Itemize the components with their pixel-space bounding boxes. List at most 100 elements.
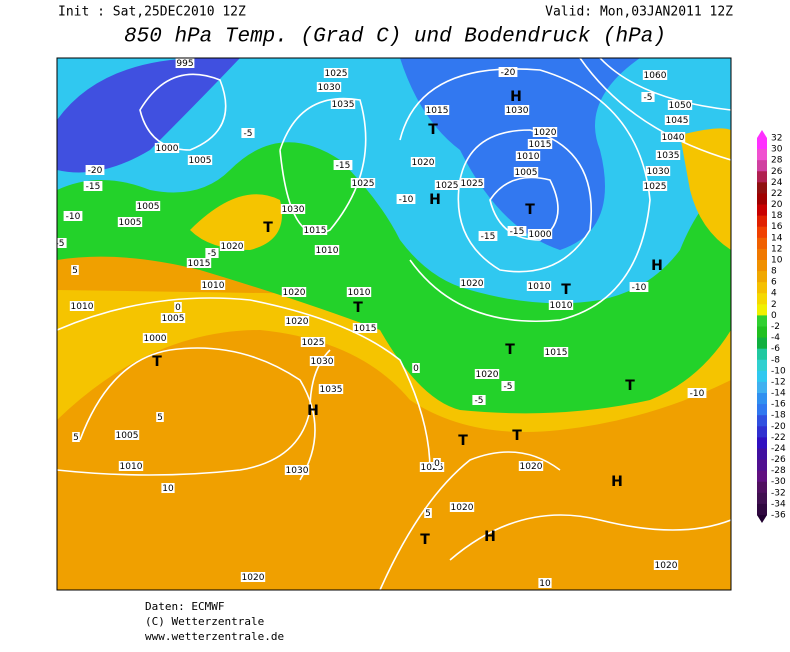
scale-label: 10 [771,255,783,265]
label-box [501,381,515,391]
pressure-center: T [561,282,571,298]
contour-label: -5 [208,249,217,259]
label-box [330,99,356,109]
contour-label: 1010 [202,281,225,291]
label-box [424,508,432,518]
contour-label: 1030 [318,83,341,93]
contour-label: 1005 [189,156,212,166]
scale-cell [757,415,767,427]
scale-cell [757,470,767,483]
scale-label: -8 [771,355,780,365]
very-cold-area [57,58,240,173]
label-box [302,225,328,235]
pressure-center: T [525,202,535,218]
label-box [63,211,83,221]
scale-label: -28 [771,466,786,476]
label-box [518,461,544,471]
label-box [507,226,527,236]
label-box [642,181,668,191]
contour-label: -5 [56,239,65,249]
scale-label: -22 [771,433,786,443]
scale-cell [757,193,767,206]
label-box [200,280,226,290]
label-box [645,166,671,176]
scale-label: -12 [771,377,786,387]
label-box [219,241,245,251]
scale-label: 22 [771,189,782,199]
contour-label: 1030 [506,106,529,116]
label-box [352,323,378,333]
label-box [161,483,175,493]
scale-cell [757,315,767,327]
label-box [281,287,307,297]
label-box [323,68,349,78]
contour-label: 1005 [137,202,160,212]
contour-label: 1000 [144,334,167,344]
mild-area [190,194,282,250]
scale-cell [757,426,767,438]
scale-cell [757,459,767,472]
contour-label: 1015 [545,348,568,358]
contour-label: 5 [157,413,163,423]
label-box [114,430,140,440]
scale-cell [757,171,767,183]
label-box [629,282,649,292]
label-box [419,462,445,472]
contour-label: -15 [481,232,496,242]
contour-label: 1000 [156,144,179,154]
scale-cell [757,237,767,250]
contour-label: 1030 [286,466,309,476]
scale-cell [757,393,767,405]
isobars [57,58,731,590]
scale-label: 28 [771,156,783,166]
contour-label: -15 [86,182,101,192]
scale-cell [757,381,767,394]
scale-label: 20 [771,200,783,210]
scale-cell [757,259,767,272]
label-box [205,248,219,258]
contour-label: -15 [336,161,351,171]
map-frame [56,57,732,591]
contour-label: 10 [539,579,551,589]
label-box [526,281,552,291]
contour-label: 1020 [461,279,484,289]
contour-label: 1050 [669,101,692,111]
scale-label: 30 [771,145,783,155]
scale-cell [757,160,767,172]
label-box [154,143,180,153]
label-box [527,139,553,149]
scale-label: 2 [771,300,777,310]
contour-label: 1035 [320,385,343,395]
scale-label: -16 [771,400,786,410]
scale-cell [757,149,767,161]
contour-label: 0 [175,303,181,313]
label-box [515,151,541,161]
label-box [543,347,569,357]
label-box [641,92,655,102]
contour-label: 1010 [550,301,573,311]
map: 9951000100510051005101010051000T10051010… [56,57,732,591]
label-box [314,245,340,255]
scale-label: -30 [771,477,786,487]
contour-label: 1010 [528,282,551,292]
contour-label: 1020 [534,128,557,138]
contour-label: 1015 [354,324,377,334]
contour-label: 5 [73,433,79,443]
label-box [459,278,485,288]
contour-label: 1040 [662,133,685,143]
scale-label: 14 [771,233,783,243]
label-box [504,105,530,115]
init-time: Init : Sat,25DEC2010 12Z [58,5,246,20]
scale-label: 32 [771,134,782,144]
pressure-center: T [512,428,522,444]
scale-cell [757,337,767,350]
pressure-center: T [152,354,162,370]
contour-label: 1025 [461,179,484,189]
label-box [474,369,500,379]
pressure-center: T [420,532,430,548]
label-box [284,465,310,475]
copyright: (C) Wetterzentrale [145,615,264,628]
scale-cell [757,326,767,339]
scale-cell [757,448,767,461]
scale-label: -36 [771,511,786,521]
